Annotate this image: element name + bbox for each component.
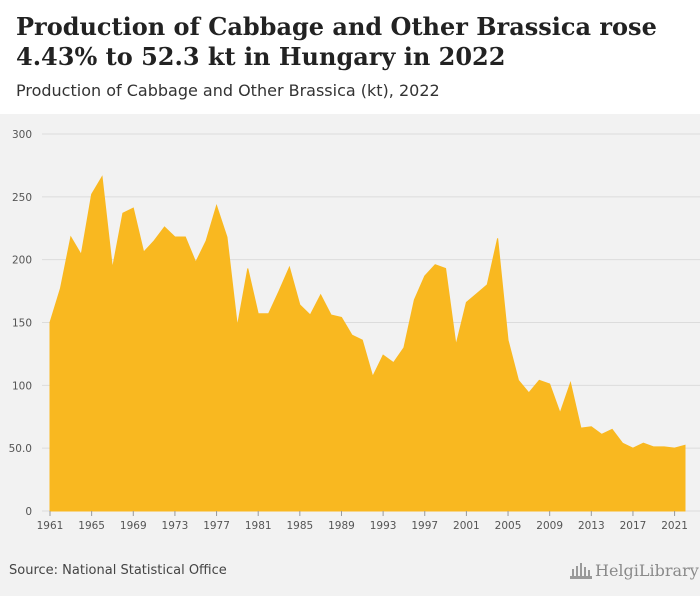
data-point[interactable] (79, 253, 83, 257)
data-point[interactable] (256, 312, 260, 316)
data-point[interactable] (298, 303, 302, 307)
x-tick-label: 2013 (578, 520, 605, 532)
data-point[interactable] (662, 445, 666, 449)
chart-header: Production of Cabbage and Other Brassica… (0, 0, 700, 114)
data-point[interactable] (527, 391, 531, 395)
data-point[interactable] (308, 313, 312, 317)
data-point[interactable] (246, 266, 250, 270)
data-point[interactable] (121, 211, 125, 215)
data-point[interactable] (485, 283, 489, 287)
data-point[interactable] (110, 266, 114, 270)
data-point[interactable] (589, 425, 593, 429)
data-point[interactable] (371, 375, 375, 379)
data-point[interactable] (600, 432, 604, 436)
y-tick-label: 100 (12, 380, 32, 392)
data-point[interactable] (267, 312, 271, 316)
x-tick-label: 2017 (620, 520, 647, 532)
data-point[interactable] (392, 361, 396, 365)
data-point[interactable] (225, 235, 229, 239)
area-series (48, 175, 687, 512)
data-point[interactable] (339, 315, 343, 319)
x-axis-ticks: 1961 1965 1969 1973 1977 1981 1985 1989 1993 1997… (37, 511, 688, 532)
data-point[interactable] (329, 313, 333, 317)
data-point[interactable] (464, 300, 468, 304)
data-point[interactable] (235, 324, 239, 328)
data-point[interactable] (58, 287, 62, 291)
data-point[interactable] (215, 204, 219, 208)
data-point[interactable] (100, 175, 104, 179)
data-point[interactable] (277, 289, 281, 293)
data-point[interactable] (194, 260, 198, 264)
chart-title: Production of Cabbage and Other Brassica… (16, 12, 657, 71)
data-point[interactable] (444, 266, 448, 270)
x-tick-label: 1997 (411, 520, 438, 532)
data-point[interactable] (433, 263, 437, 267)
x-tick-label: 1969 (120, 520, 147, 532)
x-tick-label: 1981 (245, 520, 272, 532)
data-point[interactable] (360, 338, 364, 342)
data-point[interactable] (131, 206, 135, 210)
data-point[interactable] (610, 427, 614, 431)
y-tick-label: 200 (12, 255, 32, 267)
x-tick-label: 1993 (370, 520, 397, 532)
data-point[interactable] (183, 235, 187, 239)
data-point[interactable] (631, 446, 635, 450)
data-point[interactable] (579, 426, 583, 430)
x-tick-label: 1977 (203, 520, 230, 532)
data-point[interactable] (496, 236, 500, 240)
data-point[interactable] (163, 225, 167, 229)
data-point[interactable] (568, 381, 572, 385)
data-point[interactable] (641, 441, 645, 445)
x-tick-label: 1989 (328, 520, 355, 532)
x-tick-label: 2005 (495, 520, 522, 532)
y-tick-label: 300 (12, 129, 32, 141)
source-note: Source: National Statistical Office (9, 563, 227, 578)
data-point[interactable] (319, 293, 323, 297)
data-point[interactable] (537, 378, 541, 382)
x-tick-label: 1965 (78, 520, 105, 532)
x-tick-label: 2001 (453, 520, 480, 532)
y-tick-label: 50.0 (9, 443, 32, 455)
data-point[interactable] (287, 265, 291, 269)
area-chart: 0 50.0 100 150 200 250 300 1961 1965 1969 1973 197… (9, 129, 700, 532)
data-point[interactable] (204, 239, 208, 243)
x-tick-label: 2021 (661, 520, 688, 532)
data-point[interactable] (48, 321, 52, 325)
production-area (49, 175, 686, 512)
data-point[interactable] (673, 446, 677, 450)
data-point[interactable] (506, 338, 510, 342)
x-tick-label: 1985 (286, 520, 313, 532)
data-point[interactable] (652, 445, 656, 449)
data-point[interactable] (350, 333, 354, 337)
data-point[interactable] (683, 443, 687, 447)
y-axis-ticks: 0 50.0 100 150 200 250 300 (9, 129, 32, 518)
data-point[interactable] (152, 239, 156, 243)
data-point[interactable] (475, 292, 479, 296)
library-building-icon (570, 562, 592, 579)
x-tick-label: 1973 (162, 520, 189, 532)
data-point[interactable] (423, 274, 427, 278)
y-tick-label: 150 (12, 318, 32, 330)
data-point[interactable] (381, 353, 385, 357)
data-point[interactable] (173, 235, 177, 239)
data-point[interactable] (69, 235, 73, 239)
data-point[interactable] (558, 411, 562, 415)
data-point[interactable] (516, 378, 520, 382)
x-tick-label: 2009 (536, 520, 563, 532)
y-tick-label: 0 (25, 506, 32, 518)
data-point[interactable] (621, 441, 625, 445)
logo-text: HelgiLibrary (595, 561, 699, 580)
chart-subtitle: Production of Cabbage and Other Brassica… (16, 81, 440, 100)
data-point[interactable] (454, 343, 458, 347)
y-tick-label: 250 (12, 192, 32, 204)
data-point[interactable] (90, 192, 94, 196)
helgilibrary-logo[interactable]: HelgiLibrary (570, 561, 699, 580)
data-point[interactable] (142, 250, 146, 254)
data-point[interactable] (548, 382, 552, 386)
data-point[interactable] (402, 346, 406, 350)
data-point[interactable] (412, 298, 416, 302)
x-tick-label: 1961 (37, 520, 64, 532)
